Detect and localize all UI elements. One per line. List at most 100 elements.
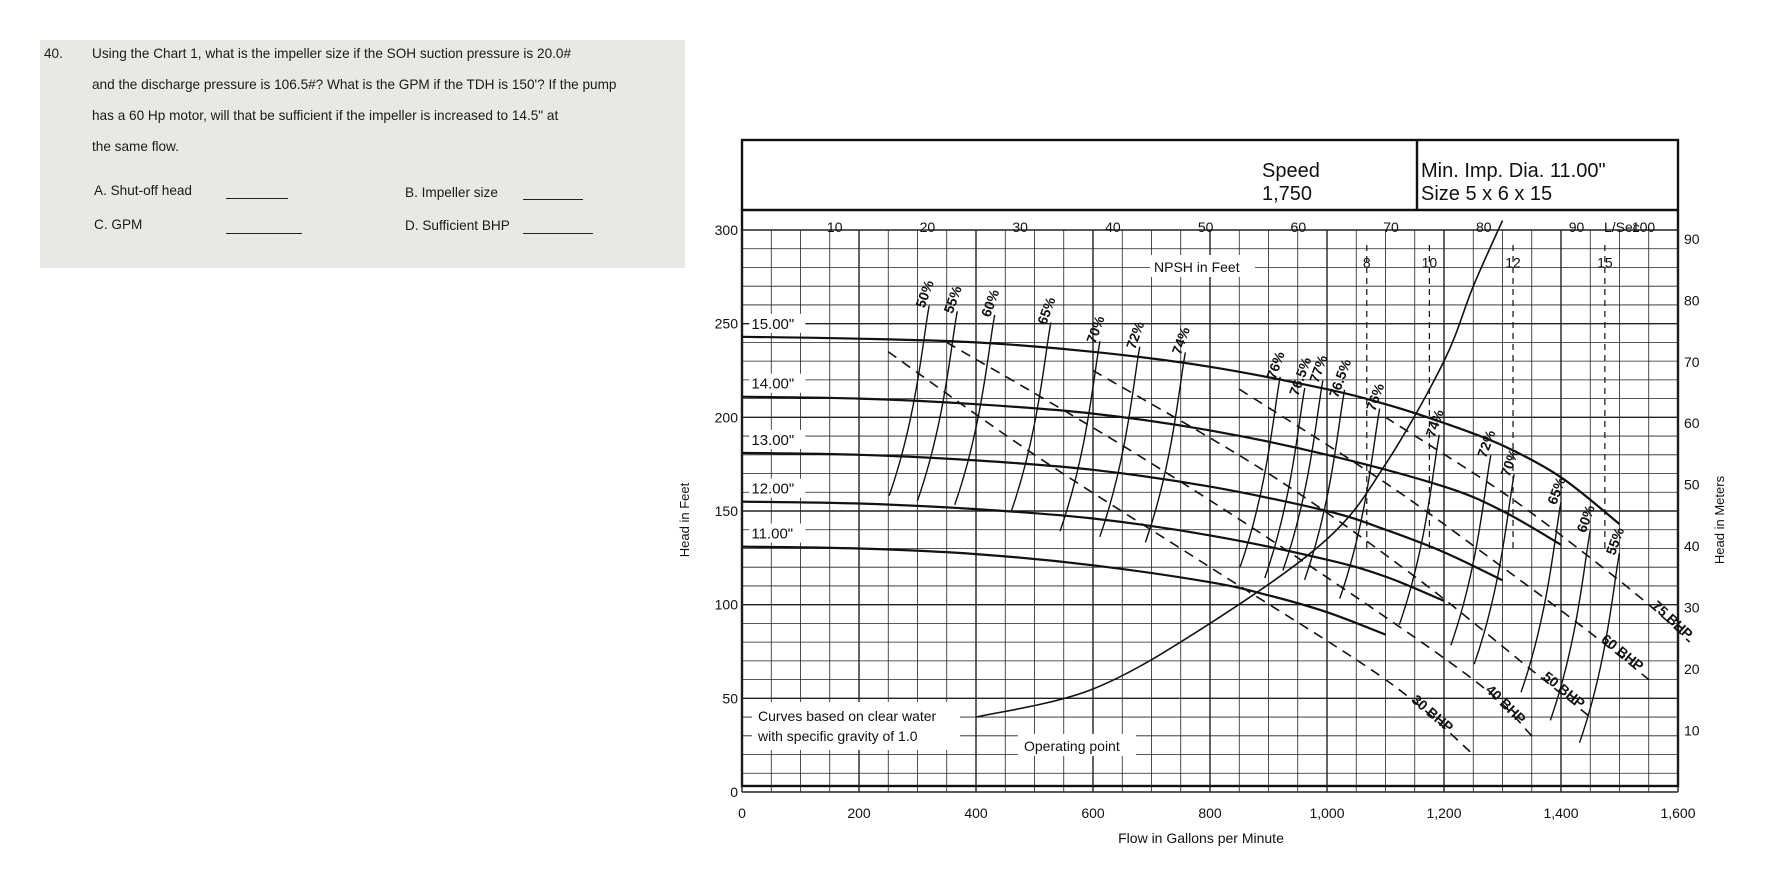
y2-tick-label: 70 [1684,354,1700,370]
efficiency-curve [1450,455,1492,646]
efficiency-curve [1239,376,1281,568]
impeller-label: 15.00" [751,316,794,333]
impeller-curves: 15.00" 14.00" 13.00" 12.00" 11.00" [741,313,1621,636]
speed-label: Speed [1262,160,1320,182]
answer-b-label: B. Impeller size [405,185,498,200]
x2-tick-label: 20 [920,219,936,235]
x-tick-label: 200 [847,805,871,821]
y-tick-label: 150 [715,503,739,519]
efficiency-label: 65% [1544,474,1569,506]
x2-tick-label: 80 [1476,219,1492,235]
x2-axis-label: L/Sec [1604,219,1640,235]
y-tick-label: 250 [715,316,739,332]
x-tick-label: 800 [1198,805,1222,821]
x2-tick-label: 70 [1383,219,1399,235]
efficiency-curve [1549,530,1591,721]
min-impeller-diameter: Min. Imp. Dia. 11.00" [1421,160,1606,182]
bhp-curve [1385,416,1691,643]
efficiency-curve [888,305,930,496]
npsh-marker-label: 8 [1363,254,1371,270]
x-tick-label: 600 [1081,805,1105,821]
efficiency-curve [1144,352,1187,543]
x-tick-label: 1,600 [1660,805,1695,821]
efficiency-curve [1339,408,1381,599]
impeller-curve [741,335,1621,525]
npsh-curve: 8 10 12 15 [975,220,1613,718]
npsh-marker-label: 10 [1422,254,1438,270]
x2-tick-label: 40 [1105,219,1121,235]
x2-tick-label: 90 [1569,219,1585,235]
efficiency-curve [916,311,958,502]
answer-b-blank[interactable] [523,199,583,200]
y2-tick-label: 50 [1684,477,1700,493]
x2-tick-label: 30 [1012,219,1028,235]
efficiency-curve [1282,380,1324,571]
x-tick-label: 1,000 [1309,805,1344,821]
x2-tick-label: 60 [1291,219,1307,235]
impeller-curve [741,395,1562,546]
question-line-2: and the discharge pressure is 106.5#? Wh… [92,77,617,92]
x2-tick-label: 50 [1198,219,1214,235]
answer-a-label: A. Shut-off head [94,183,192,198]
note-bg [752,702,960,750]
npsh-marker-label: 12 [1505,254,1521,270]
y2-tick-label: 80 [1684,292,1700,308]
axis-ticks: 0 200 400 600 800 1,000 1,200 1,400 1,6000501001… [715,219,1700,821]
y2-tick-label: 60 [1684,415,1700,431]
efficiency-label: 70% [1083,313,1108,345]
x-tick-label: 0 [738,805,746,821]
efficiency-curve [1303,389,1346,581]
npsh-label: NPSH in Feet [1154,259,1240,275]
efficiency-label: 55% [940,283,965,315]
x-tick-label: 1,200 [1426,805,1461,821]
bhp-curve [1092,369,1591,718]
efficiency-curve [1398,434,1440,626]
impeller-label-bg [749,523,806,543]
note-line-2: with specific gravity of 1.0 [757,728,918,744]
question-line-1: Using the Chart 1, what is the impeller … [92,46,572,61]
answer-d-blank[interactable] [523,233,593,234]
efficiency-curve [1578,552,1621,744]
impeller-label: 12.00" [751,481,794,498]
answer-c-blank[interactable] [226,233,302,234]
impeller-label-bg [749,373,806,393]
npsh-marker-label: 15 [1597,254,1613,270]
impeller-curve [741,500,1445,602]
y-tick-label: 300 [715,222,739,238]
speed-value: 1,750 [1262,183,1312,205]
efficiency-label: 76% [1263,349,1288,381]
x-tick-label: 400 [964,805,988,821]
y-tick-label: 0 [730,784,738,800]
answer-d-label: D. Sufficient BHP [405,218,510,233]
impeller-label-bg [749,429,806,449]
question-card: 40. Using the Chart 1, what is the impel… [40,40,685,268]
impeller-label: 14.00" [751,376,794,393]
y-tick-label: 50 [722,690,738,706]
bhp-curve [887,351,1474,756]
impeller-label-bg [749,313,806,333]
efficiency-label: 65% [1034,294,1059,326]
efficiency-label: 76% [1363,381,1388,413]
note-line-1: Curves based on clear water [758,708,937,724]
impeller-curve [741,451,1503,582]
answer-a-blank[interactable] [226,198,288,199]
efficiency-label: 60% [978,287,1003,319]
bhp-curve [1238,388,1650,681]
x-tick-label: 1,400 [1543,805,1578,821]
impeller-curve [741,545,1386,636]
y2-tick-label: 30 [1684,600,1700,616]
impeller-label-bg [749,478,806,498]
efficiency-curve [1520,502,1562,693]
efficiency-curve [1059,341,1101,532]
efficiency-label: 76.5% [1326,356,1355,399]
impeller-label: 13.00" [751,432,794,449]
x-axis-label: Flow in Gallons per Minute [1118,830,1284,846]
operating-point-bg [1018,734,1136,756]
efficiency-curve [1010,322,1052,513]
y2-tick-label: 90 [1684,231,1700,247]
efficiency-label: 74% [1168,324,1193,356]
npsh-label-bg [1150,255,1255,277]
bhp-curve [946,341,1533,737]
